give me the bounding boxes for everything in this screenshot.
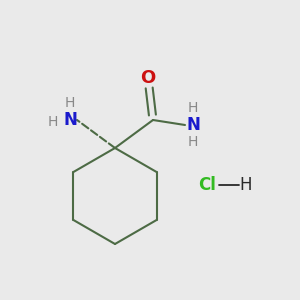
Text: H: H [188,135,198,149]
Text: H: H [188,101,198,115]
Text: H: H [65,96,75,110]
Text: Cl: Cl [198,176,216,194]
Text: H: H [240,176,252,194]
Text: O: O [140,69,156,87]
Text: N: N [186,116,200,134]
Text: H: H [48,115,58,129]
Text: N: N [63,111,77,129]
